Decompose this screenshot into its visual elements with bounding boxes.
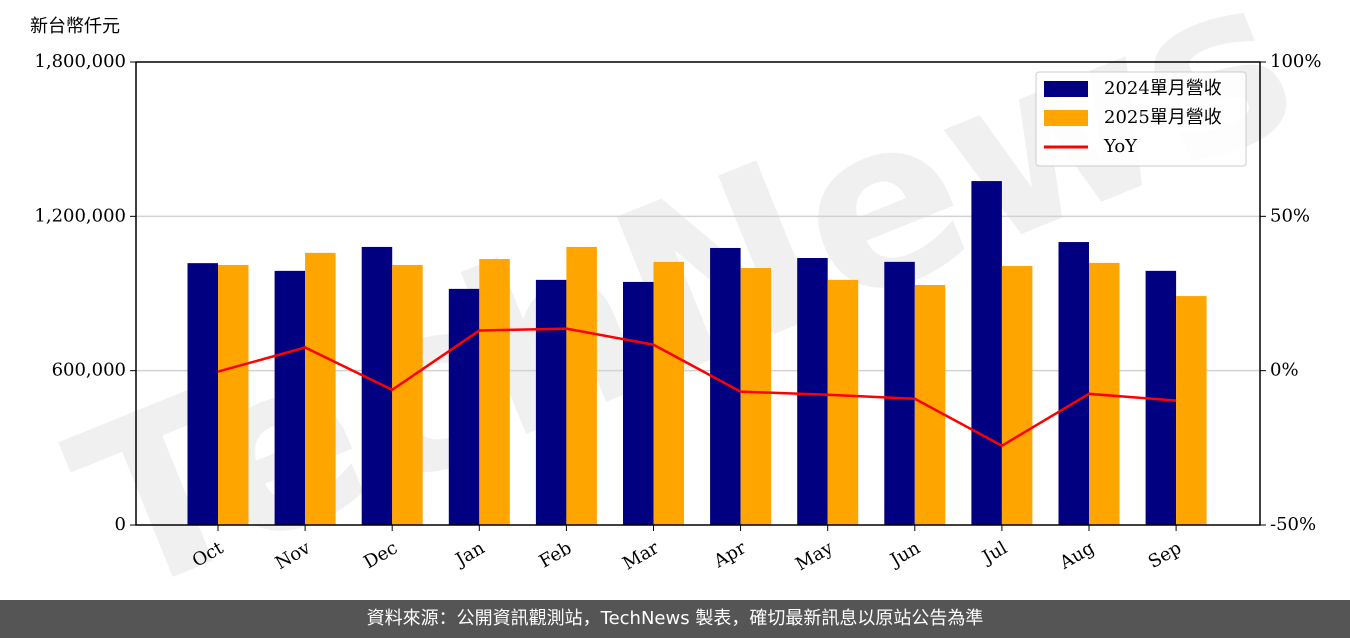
x-tick-label: Sep	[1145, 537, 1185, 572]
x-tick-label: Feb	[536, 537, 576, 572]
plot-frame	[135, 61, 1261, 526]
bar	[566, 246, 597, 525]
bar	[218, 264, 249, 525]
legend-swatch	[1044, 81, 1088, 97]
legend-label: 2025單月營收	[1104, 107, 1222, 128]
y-tick-label: 1,200,000	[34, 205, 126, 226]
bar	[1058, 242, 1089, 526]
bar	[361, 246, 393, 525]
bar	[740, 268, 772, 525]
bar	[535, 279, 567, 525]
y-tick-label: 600,000	[52, 360, 126, 381]
chart: 新台幣仟元 TechNews 0600,0001,200,0001,800,00…	[30, 0, 1328, 600]
bar	[1176, 296, 1207, 525]
x-tick-label: Jun	[885, 537, 924, 572]
bar	[971, 181, 1002, 526]
y2-tick-label: -50%	[1270, 514, 1316, 535]
y-tick-label: 1,800,000	[34, 51, 126, 72]
x-tick-label: Apr	[710, 537, 750, 572]
bar	[392, 264, 423, 525]
y2-tick-label: 50%	[1270, 205, 1310, 226]
bar	[884, 261, 915, 525]
y-tick-label: 0	[115, 514, 126, 535]
bar	[623, 281, 654, 525]
bar	[797, 258, 828, 525]
yoy-line	[217, 327, 1177, 448]
legend-label: 2024單月營收	[1104, 78, 1222, 99]
bar	[827, 279, 859, 525]
bar	[1001, 265, 1033, 525]
bar	[479, 259, 510, 525]
bar	[274, 270, 306, 525]
bar	[710, 247, 741, 525]
bar	[914, 285, 946, 525]
x-tick-label: Jul	[977, 537, 1011, 569]
bar	[653, 261, 684, 525]
x-tick-label: Jan	[450, 537, 488, 571]
bar	[187, 263, 218, 525]
y-axis-label: 新台幣仟元	[30, 16, 120, 37]
y2-tick-label: 100%	[1270, 51, 1321, 72]
x-tick-label: Aug	[1055, 537, 1098, 574]
footer: 資料來源：公開資訊觀測站，TechNews 製表，確切最新訊息以原站公告為準	[0, 600, 1350, 638]
y2-tick-label: 0%	[1270, 360, 1299, 381]
bar	[305, 252, 336, 525]
legend-label: YoY	[1103, 136, 1138, 157]
bar	[448, 288, 480, 525]
legend-box	[1035, 71, 1247, 167]
x-tick-label: May	[792, 537, 837, 575]
legend-swatch	[1044, 110, 1088, 126]
x-tick-label: Mar	[619, 537, 663, 574]
